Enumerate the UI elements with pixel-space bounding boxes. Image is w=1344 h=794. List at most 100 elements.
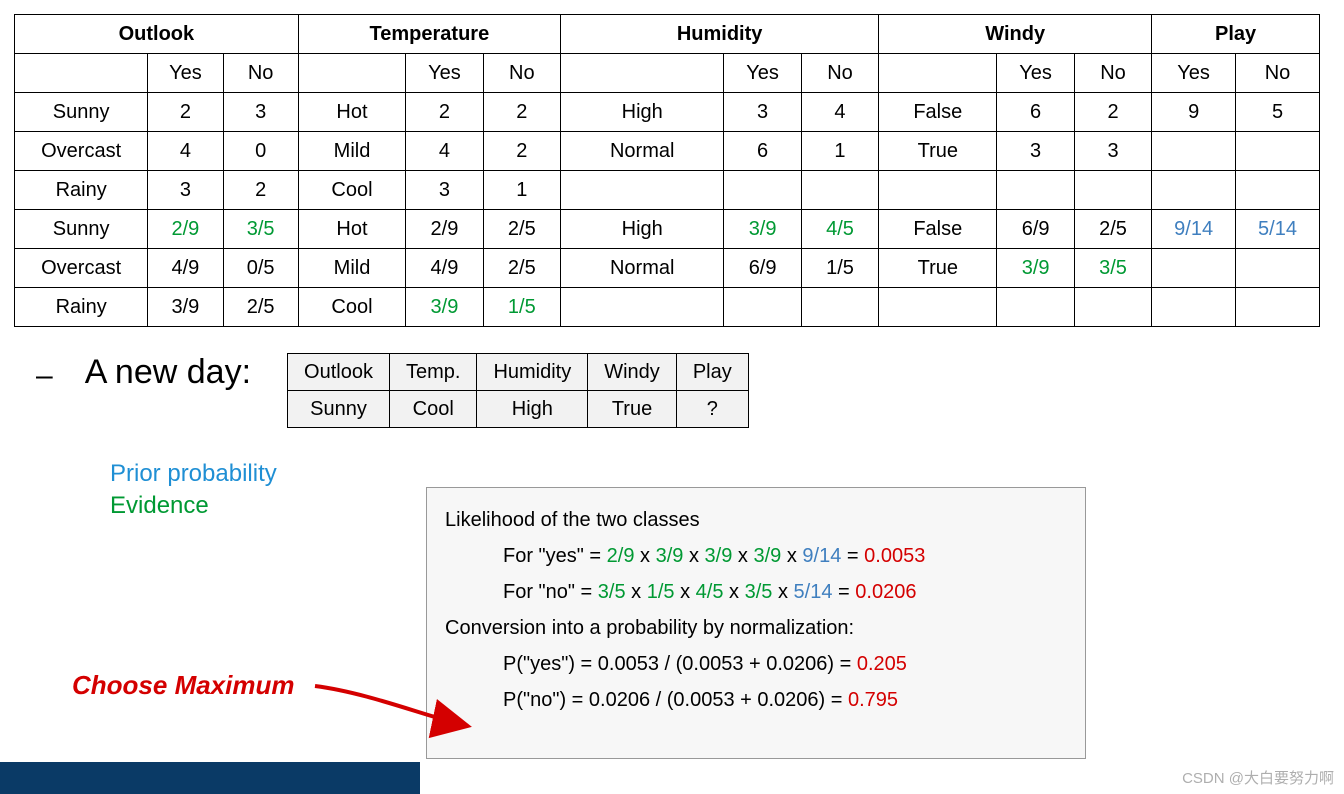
data-cell: 1 [801,132,878,171]
bottom-bar [0,762,420,794]
calc-fragment: x [634,545,655,567]
data-cell [1236,249,1320,288]
data-cell: 3 [1074,132,1151,171]
data-cell: 2 [148,93,223,132]
data-cell: Rainy [15,171,148,210]
data-cell: 2 [483,93,560,132]
data-cell: High [561,93,724,132]
table-row: Sunny2/93/5Hot2/92/5High3/94/5False6/92/… [15,210,1320,249]
calc-fragment: = [832,581,855,603]
sub-header-cell: No [801,54,878,93]
calc-fragment: x [723,581,744,603]
calc-fragment: x [675,581,696,603]
p-no-line: P("no") = 0.0206 / (0.0053 + 0.0206) = 0… [503,682,1067,718]
data-cell: Mild [298,132,405,171]
normalization-heading: Conversion into a probability by normali… [445,610,1067,646]
data-cell: 2/5 [223,288,298,327]
data-cell: Rainy [15,288,148,327]
calc-fragment: x [626,581,647,603]
calc-fragment: 3/5 [745,581,773,603]
data-cell: 6 [997,93,1074,132]
data-cell: 3/5 [1074,249,1151,288]
sub-header-cell: Yes [148,54,223,93]
calc-fragment: 3/9 [656,545,684,567]
watermark: CSDN @大白要努力啊 [1182,767,1334,788]
data-cell: Normal [561,249,724,288]
calc-fragment: 5/14 [794,581,833,603]
newday-value-cell: Sunny [288,391,390,428]
sub-header-cell [298,54,405,93]
data-cell [561,171,724,210]
calc-fragment: 9/14 [802,545,841,567]
data-cell: 5/14 [1236,210,1320,249]
sub-header-cell: No [1074,54,1151,93]
data-cell: 5 [1236,93,1320,132]
likelihood-no-prefix: For "no" = [503,581,598,603]
data-cell: 6 [724,132,801,171]
data-cell: 1/5 [483,288,560,327]
data-cell: 2/5 [483,249,560,288]
data-cell: Hot [298,210,405,249]
arrow-icon [310,678,490,758]
data-cell: 9/14 [1152,210,1236,249]
data-cell: Cool [298,288,405,327]
data-cell [997,288,1074,327]
data-cell: 3 [997,132,1074,171]
naive-bayes-table: OutlookTemperatureHumidityWindyPlay YesN… [14,14,1320,327]
data-cell: False [879,93,997,132]
calc-fragment: x [732,545,753,567]
data-cell [1236,171,1320,210]
table-row: Overcast4/90/5Mild4/92/5Normal6/91/5True… [15,249,1320,288]
p-no-value: 0.795 [848,689,898,711]
data-cell: 2/5 [1074,210,1151,249]
data-cell: True [879,249,997,288]
data-cell [1074,171,1151,210]
group-header: Humidity [561,15,879,54]
data-cell: False [879,210,997,249]
sub-header-cell [15,54,148,93]
likelihood-yes-line: For "yes" = 2/9 x 3/9 x 3/9 x 3/9 x 9/14… [503,538,1067,574]
calc-fragment: 4/5 [696,581,724,603]
p-yes-value: 0.205 [857,653,907,675]
data-cell [724,171,801,210]
calc-fragment: 3/9 [705,545,733,567]
newday-value-cell: High [477,391,588,428]
calc-fragment: x [781,545,802,567]
data-cell: Sunny [15,210,148,249]
newday-header-cell: Play [676,354,748,391]
p-yes-line: P("yes") = 0.0053 / (0.0053 + 0.0206) = … [503,646,1067,682]
group-header: Temperature [298,15,560,54]
data-cell [879,288,997,327]
calc-fragment: 0.0206 [855,581,916,603]
data-cell [724,288,801,327]
calculation-box: Likelihood of the two classes For "yes" … [426,487,1086,759]
sub-header-cell: No [223,54,298,93]
table-row: Overcast40Mild42Normal61True33 [15,132,1320,171]
data-cell: Hot [298,93,405,132]
newday-value-cell: ? [676,391,748,428]
new-day-value-row: SunnyCoolHighTrue? [288,391,749,428]
calc-fragment: 2/9 [607,545,635,567]
data-cell [879,171,997,210]
data-cell: 4 [148,132,223,171]
bullet-dash: – [36,359,53,393]
choose-maximum-label: Choose Maximum [72,670,295,701]
data-cell: 1/5 [801,249,878,288]
data-cell: 4 [801,93,878,132]
data-cell: 2/9 [406,210,483,249]
data-cell: 0/5 [223,249,298,288]
data-cell: 3/9 [997,249,1074,288]
data-cell: 4/9 [406,249,483,288]
data-cell: True [879,132,997,171]
data-cell [1074,288,1151,327]
data-cell: Cool [298,171,405,210]
data-cell: 0 [223,132,298,171]
data-cell: 3/9 [406,288,483,327]
p-yes-prefix: P("yes") = 0.0053 / (0.0053 + 0.0206) = [503,653,857,675]
new-day-label: A new day: [85,353,251,392]
data-cell: 3/9 [724,210,801,249]
data-cell [1236,288,1320,327]
data-cell: 3 [724,93,801,132]
new-day-header-row: OutlookTemp.HumidityWindyPlay [288,354,749,391]
data-cell: 1 [483,171,560,210]
